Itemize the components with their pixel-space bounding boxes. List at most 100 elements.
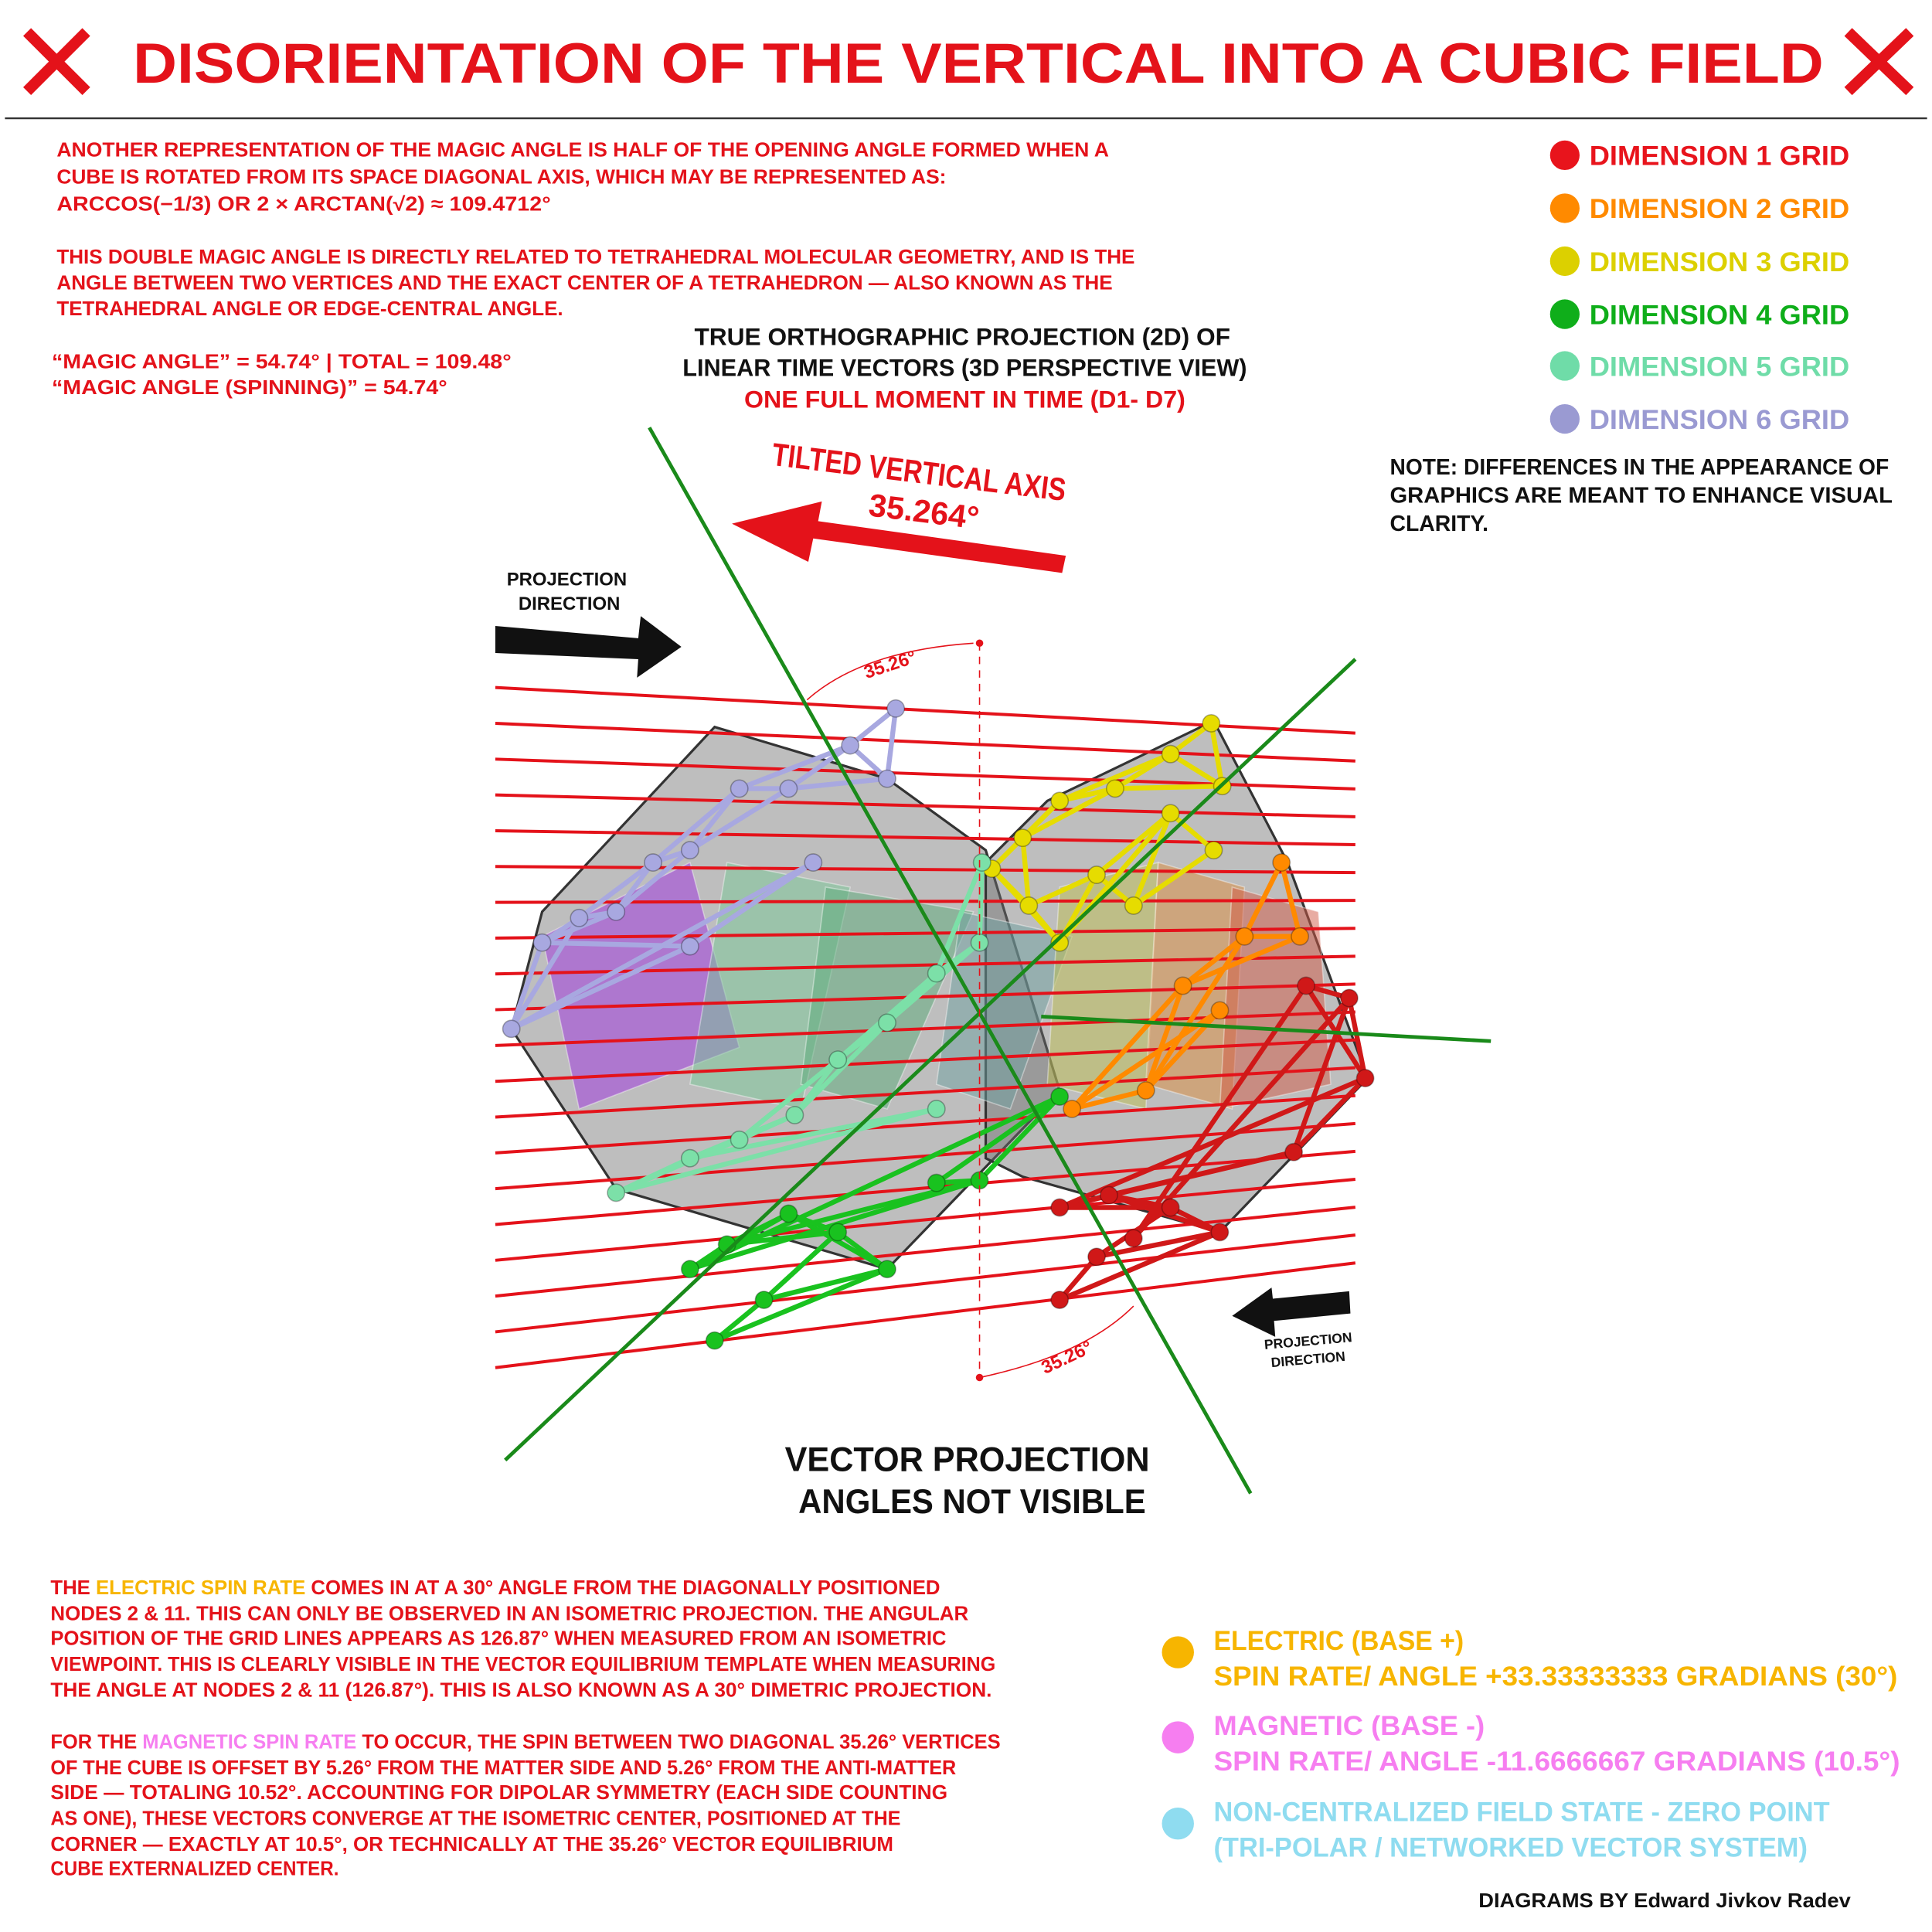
network-edge [509,915,582,1032]
network-edge [1131,847,1216,909]
network-node [1019,896,1039,915]
network-node [779,779,798,798]
grid-line [495,1094,1355,1155]
network-edge [1056,786,1118,804]
network-edge [847,706,899,748]
network-node [730,779,749,798]
legend-label: DIMENSION 4 GRID [1590,300,1849,330]
network-edge [1020,786,1118,841]
network-node [644,853,662,872]
network-edge [1143,1008,1223,1094]
network-node [1235,927,1254,946]
network-edge [792,1020,890,1118]
network-node [1210,1001,1230,1020]
magnetic-highlight: MAGNETIC SPIN RATE [142,1731,356,1753]
network-edge [577,859,656,921]
network-node [878,1260,896,1279]
network-edge [1168,811,1216,853]
network-edge [1069,1087,1148,1112]
network-node [804,853,823,872]
spin-legend-label: (TRI-POLAR / NETWORKED VECTOR SYSTEM) [1213,1833,1807,1863]
network-edge [1020,835,1032,909]
page-title: DISORIENTATION OF THE VERTICAL INTO A CU… [133,32,1824,95]
axis-line [504,658,1357,1462]
angle-label-bottom: 35.26° [1038,1337,1095,1379]
network-node [607,1183,626,1202]
dimension-5-network [607,853,992,1202]
network-node [1297,976,1316,995]
grid-line [495,685,1355,735]
grid-line [495,1149,1355,1226]
projection-direction-arrow-icon [1232,1287,1351,1337]
network-node [1050,933,1070,952]
spin-legend-dot-icon [1162,1636,1194,1668]
credit: DIAGRAMS BY Edward Jivkov Radev [1478,1890,1851,1912]
network-edge [509,859,816,1032]
network-node [680,1148,699,1168]
network-node [828,1223,848,1242]
network-node [502,1019,521,1039]
electric-para-line: NODES 2 & 11. THIS CAN ONLY BE OBSERVED … [50,1604,968,1625]
electric-para-line: VIEWPOINT. THIS IS CLEARLY VISIBLE IN TH… [50,1654,995,1675]
network-node [680,841,699,860]
magnetic-para-line: CORNER — EXACTLY AT 10.5°, OR TECHNICALL… [50,1834,893,1855]
network-node [1099,1185,1118,1205]
legend-dot-icon [1549,246,1580,277]
network-edge [1056,751,1173,804]
intro-line: TETRAHEDRAL ANGLE OR EDGE-CENTRAL ANGLE. [56,298,563,320]
tilted-axis-arrow-icon [732,501,1066,573]
network-edge [786,776,890,791]
network-edge [650,786,742,866]
network-node [841,736,860,755]
magic-angle-line: “MAGIC ANGLE” = 54.74° | TOTAL = 109.48° [52,352,512,373]
network-node [927,1099,946,1118]
grid-line [495,927,1355,940]
dimension-6-network [502,699,906,1039]
network-edge [1026,872,1100,909]
network-edge [1168,751,1225,789]
network-node [1202,713,1221,733]
grid-line [495,1178,1356,1262]
network-edge [1291,995,1352,1155]
dimension-3-network [982,713,1232,952]
legend-dot-icon [1549,351,1580,381]
network-edge [1209,720,1225,789]
network-edge [1056,1149,1297,1210]
network-edge [761,1230,841,1303]
network-edge [786,743,853,791]
footer-line: ANGLES NOT VISIBLE [798,1483,1146,1521]
network-edge [1278,859,1303,939]
grid-line [495,1121,1355,1191]
network-node [878,769,896,788]
grid-line [495,865,1355,875]
angle-arc [806,642,974,701]
projection-label-line: DIRECTION [519,594,620,614]
network-node [1124,896,1143,915]
network-edge [736,1056,841,1142]
intro-line: THIS DOUBLE MAGIC ANGLE IS DIRECTLY RELA… [56,247,1134,268]
legend-label: DIMENSION 1 GRID [1590,141,1849,172]
network-edge [1180,934,1303,988]
network-edge [687,1094,1063,1272]
magnetic-para-line: OF THE CUBE IS OFFSET BY 5.26° FROM THE … [50,1757,956,1779]
network-edge [1143,934,1247,1094]
diagram-heading: TRUE ORTHOGRAPHIC PROJECTION (2D) OF LIN… [682,322,1247,413]
cubic-field-diagram [495,427,1492,1495]
grid-line [495,1233,1356,1334]
network-node [1050,1291,1070,1310]
network-node [1161,1198,1180,1217]
network-node [680,937,699,956]
network-node [1161,804,1180,823]
legend-label: DIMENSION 6 GRID [1590,405,1849,435]
dimension-1-network [1050,976,1375,1310]
network-edge [1131,995,1352,1241]
axis-line [1041,1014,1492,1043]
dimension-4-network [680,1087,1070,1350]
network-edge [1112,784,1225,791]
network-edge [884,706,899,781]
network-edge [934,1094,1063,1185]
axis-line [648,427,1253,1495]
spin-legend-label: ELECTRIC (BASE +) [1213,1626,1464,1656]
grid-line [495,1206,1356,1298]
